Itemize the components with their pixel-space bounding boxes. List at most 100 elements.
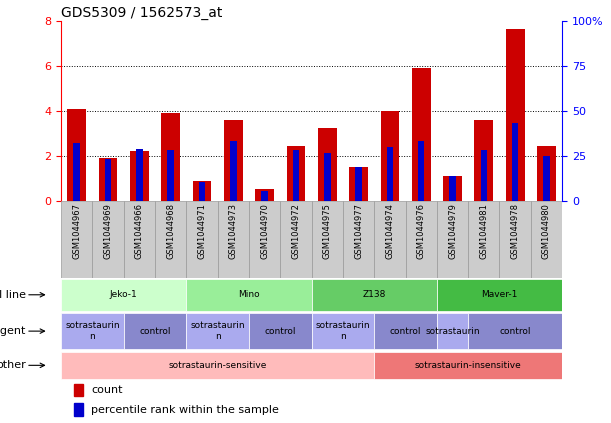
Bar xyxy=(249,313,312,349)
Bar xyxy=(262,191,268,201)
Text: GSM1044975: GSM1044975 xyxy=(323,203,332,259)
Bar xyxy=(355,168,362,201)
Bar xyxy=(186,201,218,277)
Bar xyxy=(318,128,337,201)
Bar xyxy=(218,201,249,277)
Text: GSM1044966: GSM1044966 xyxy=(135,203,144,259)
Bar xyxy=(374,313,437,349)
Text: sotrastaurin
n: sotrastaurin n xyxy=(191,321,245,341)
Bar xyxy=(293,151,299,201)
Bar xyxy=(475,120,493,201)
Bar xyxy=(437,279,562,310)
Bar xyxy=(468,201,500,277)
Text: GSM1044976: GSM1044976 xyxy=(417,203,426,259)
Bar xyxy=(192,181,211,201)
Text: control: control xyxy=(390,327,422,335)
Text: GSM1044974: GSM1044974 xyxy=(386,203,394,259)
Bar xyxy=(531,201,562,277)
Text: GSM1044980: GSM1044980 xyxy=(542,203,551,259)
Bar xyxy=(167,150,174,201)
Bar xyxy=(406,201,437,277)
Text: GSM1044978: GSM1044978 xyxy=(511,203,519,259)
Text: Mino: Mino xyxy=(238,290,260,299)
Bar xyxy=(312,201,343,277)
Bar xyxy=(506,29,524,201)
Text: control: control xyxy=(139,327,171,335)
Bar xyxy=(130,151,149,201)
Text: cell line: cell line xyxy=(0,290,26,300)
Bar xyxy=(136,148,143,201)
Bar xyxy=(99,158,117,201)
Text: Maver-1: Maver-1 xyxy=(481,290,518,299)
Bar xyxy=(199,182,205,201)
Bar xyxy=(543,156,550,201)
Bar xyxy=(74,404,82,416)
Text: GSM1044973: GSM1044973 xyxy=(229,203,238,259)
Bar xyxy=(255,190,274,201)
Bar xyxy=(468,313,562,349)
Bar xyxy=(61,279,186,310)
Bar xyxy=(480,150,487,201)
Text: GSM1044968: GSM1044968 xyxy=(166,203,175,259)
Bar xyxy=(249,201,280,277)
Bar xyxy=(123,201,155,277)
Bar xyxy=(324,153,331,201)
Text: percentile rank within the sample: percentile rank within the sample xyxy=(91,404,279,415)
Bar xyxy=(74,384,82,396)
Text: count: count xyxy=(91,385,123,396)
Text: sotrastaurin
n: sotrastaurin n xyxy=(316,321,370,341)
Bar xyxy=(186,313,249,349)
Text: GDS5309 / 1562573_at: GDS5309 / 1562573_at xyxy=(61,6,222,20)
Bar xyxy=(537,146,556,201)
Bar xyxy=(449,176,456,201)
Bar xyxy=(155,201,186,277)
Bar xyxy=(186,279,312,310)
Text: control: control xyxy=(265,327,296,335)
Bar xyxy=(61,201,92,277)
Text: GSM1044970: GSM1044970 xyxy=(260,203,269,259)
Bar xyxy=(224,120,243,201)
Text: Jeko-1: Jeko-1 xyxy=(110,290,137,299)
Bar xyxy=(61,352,374,379)
Bar xyxy=(123,313,186,349)
Text: GSM1044977: GSM1044977 xyxy=(354,203,363,259)
Bar xyxy=(280,201,312,277)
Text: GSM1044967: GSM1044967 xyxy=(72,203,81,259)
Text: sotrastaurin-insensitive: sotrastaurin-insensitive xyxy=(415,361,522,370)
Bar xyxy=(418,140,425,201)
Bar xyxy=(287,146,306,201)
Bar xyxy=(412,68,431,201)
Bar xyxy=(73,143,80,201)
Text: GSM1044971: GSM1044971 xyxy=(197,203,207,259)
Bar xyxy=(374,201,406,277)
Text: Z138: Z138 xyxy=(362,290,386,299)
Text: GSM1044979: GSM1044979 xyxy=(448,203,457,259)
Bar xyxy=(443,176,462,201)
Bar xyxy=(500,201,531,277)
Bar xyxy=(161,113,180,201)
Text: GSM1044981: GSM1044981 xyxy=(480,203,488,259)
Text: sotrastaurin
n: sotrastaurin n xyxy=(65,321,120,341)
Bar xyxy=(312,279,437,310)
Bar xyxy=(349,167,368,201)
Bar xyxy=(343,201,375,277)
Text: control: control xyxy=(499,327,531,335)
Bar xyxy=(437,313,468,349)
Bar xyxy=(374,352,562,379)
Bar xyxy=(61,313,123,349)
Bar xyxy=(92,201,123,277)
Bar xyxy=(104,159,111,201)
Text: GSM1044972: GSM1044972 xyxy=(291,203,301,259)
Text: sotrastaurin-sensitive: sotrastaurin-sensitive xyxy=(169,361,267,370)
Bar xyxy=(387,147,393,201)
Bar xyxy=(312,313,374,349)
Text: agent: agent xyxy=(0,326,26,336)
Text: sotrastaurin: sotrastaurin xyxy=(425,327,480,335)
Bar xyxy=(437,201,468,277)
Bar xyxy=(381,111,400,201)
Bar xyxy=(67,109,86,201)
Bar xyxy=(512,123,519,201)
Text: other: other xyxy=(0,360,26,370)
Bar xyxy=(230,140,236,201)
Text: GSM1044969: GSM1044969 xyxy=(104,203,112,259)
